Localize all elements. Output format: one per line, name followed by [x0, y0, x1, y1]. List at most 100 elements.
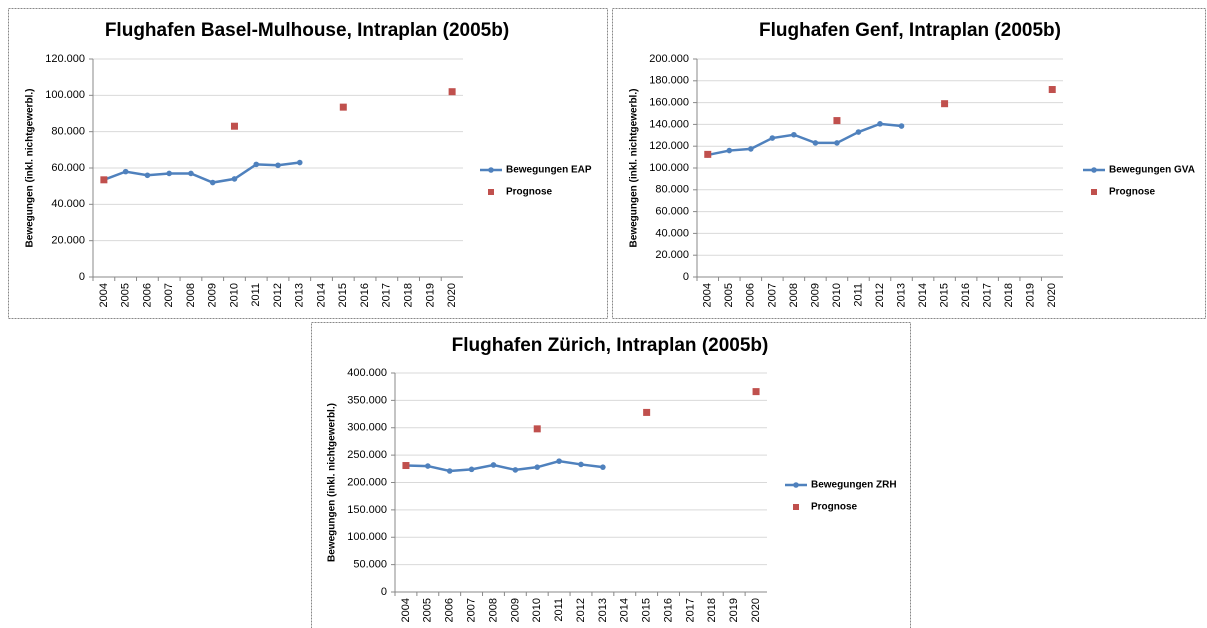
x-tick-label: 2005 [422, 598, 434, 622]
point [446, 468, 453, 474]
x-tick-label: 2010 [831, 283, 843, 307]
x-tick-label: 2012 [272, 283, 284, 307]
x-tick-label: 2009 [207, 283, 219, 307]
x-tick-label: 2010 [228, 283, 240, 307]
point [275, 162, 281, 169]
x-tick-label: 2009 [809, 283, 821, 307]
y-tick-label: 120.000 [649, 140, 689, 152]
y-tick-label: 200.000 [649, 53, 689, 65]
x-tick-label: 2009 [509, 598, 521, 622]
point [643, 408, 651, 416]
x-tick-label: 2018 [402, 283, 414, 307]
y-tick-label: 350.000 [347, 394, 387, 406]
y-axis-title: Bewegungen (inkl. nichtgewerbl.) [629, 89, 640, 248]
legend-label: Bewegungen ZRH [811, 480, 897, 491]
x-tick-label: 2006 [444, 598, 456, 622]
x-tick-label: 2016 [960, 283, 972, 307]
x-tick-label: 2016 [662, 598, 674, 622]
point [855, 129, 862, 135]
y-tick-label: 150.000 [347, 504, 387, 516]
x-tick-label: 2013 [895, 283, 907, 307]
point [578, 461, 584, 468]
point [533, 425, 541, 433]
legend-label: Bewegungen EAP [506, 165, 592, 176]
x-tick-label: 2006 [745, 283, 757, 307]
x-tick-label: 2006 [141, 283, 153, 307]
point [877, 121, 883, 127]
y-tick-label: 0 [381, 586, 387, 598]
x-tick-label: 2020 [1046, 283, 1058, 307]
y-tick-label: 50.000 [353, 559, 387, 571]
panel-border [311, 322, 911, 628]
y-axis-title: Bewegungen (inkl. nichtgewerbl.) [327, 403, 338, 562]
point [231, 176, 238, 182]
point [534, 464, 541, 470]
point [833, 117, 841, 125]
x-tick-label: 2014 [917, 283, 929, 307]
point [834, 140, 840, 146]
point [230, 122, 238, 130]
y-tick-label: 60.000 [51, 162, 85, 174]
y-tick-label: 180.000 [649, 75, 689, 87]
y-tick-label: 80.000 [655, 184, 689, 196]
y-tick-label: 60.000 [655, 206, 689, 218]
chart-title: Flughafen Genf, Intraplan (2005b) [759, 20, 1061, 41]
point [812, 140, 819, 146]
x-tick-label: 2011 [250, 283, 262, 307]
point [468, 466, 475, 473]
y-tick-label: 40.000 [51, 198, 85, 210]
x-tick-label: 2014 [619, 598, 631, 622]
legend-swatch [488, 189, 494, 195]
point [791, 131, 797, 138]
point [425, 463, 431, 469]
point [600, 464, 606, 470]
x-tick-label: 2008 [487, 598, 499, 622]
y-tick-label: 40.000 [655, 227, 689, 239]
chart-panel: Flughafen Zürich, Intraplan (2005b) Beweg… [311, 322, 911, 628]
legend-label: Prognose [1109, 187, 1156, 198]
legend-swatch [1091, 167, 1097, 173]
series-line [103, 161, 300, 184]
point [296, 159, 303, 166]
point [748, 146, 754, 152]
point [769, 135, 776, 141]
legend-label: Bewegungen GVA [1109, 165, 1195, 176]
x-tick-label: 2004 [400, 598, 412, 622]
y-tick-label: 100.000 [45, 89, 85, 101]
point [556, 458, 562, 464]
y-tick-label: 0 [79, 271, 85, 283]
y-tick-label: 100.000 [347, 531, 387, 543]
x-tick-label: 2017 [982, 283, 994, 307]
x-tick-label: 2008 [788, 283, 800, 307]
y-tick-label: 100.000 [649, 162, 689, 174]
point [704, 150, 712, 158]
point [752, 388, 760, 396]
point [1048, 86, 1056, 94]
x-tick-label: 2019 [1025, 283, 1037, 307]
point [402, 462, 410, 470]
legend-label: Prognose [811, 502, 858, 513]
x-tick-label: 2012 [575, 598, 587, 622]
y-tick-label: 120.000 [45, 53, 85, 65]
y-tick-label: 200.000 [347, 476, 387, 488]
x-tick-label: 2018 [1003, 283, 1015, 307]
x-tick-label: 2004 [702, 283, 714, 307]
x-tick-label: 2007 [465, 598, 477, 622]
chart-panel: Flughafen Basel-Mulhouse, Intraplan (200… [8, 8, 608, 319]
x-tick-label: 2012 [874, 283, 886, 307]
x-tick-label: 2011 [553, 598, 565, 622]
point [209, 179, 216, 186]
point [941, 100, 949, 108]
x-tick-label: 2015 [641, 598, 653, 622]
x-tick-label: 2005 [120, 283, 132, 307]
y-tick-label: 0 [683, 271, 689, 283]
x-tick-label: 2014 [315, 283, 327, 307]
x-tick-label: 2016 [359, 283, 371, 307]
y-tick-label: 140.000 [649, 118, 689, 130]
point [253, 161, 260, 168]
x-tick-label: 2020 [750, 598, 762, 622]
legend-swatch [488, 167, 494, 173]
series-line [707, 122, 902, 157]
